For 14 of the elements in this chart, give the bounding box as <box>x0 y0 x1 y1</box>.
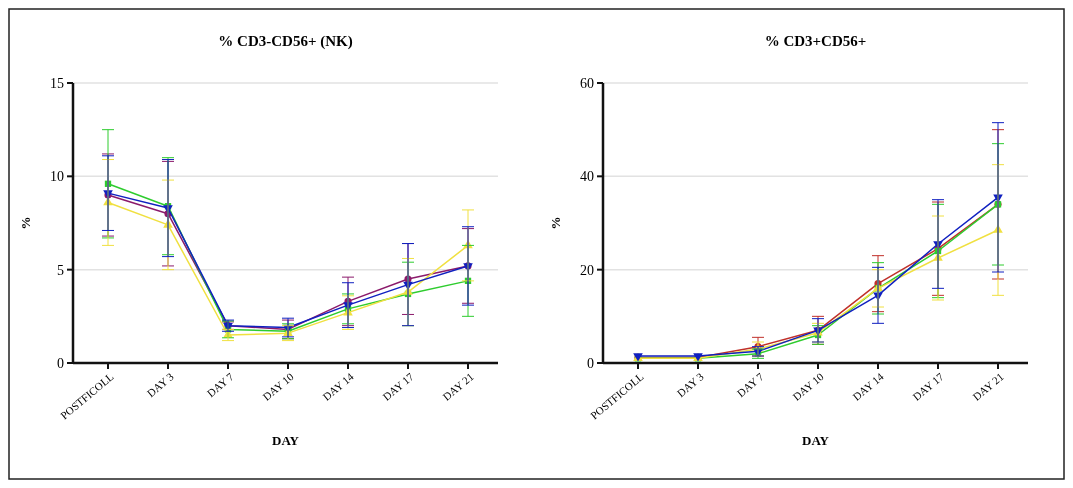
y-tick-label: 5 <box>57 262 64 278</box>
y-tick-label: 15 <box>50 75 64 91</box>
chart-title: % CD3-CD56+ (NK) <box>218 33 353 50</box>
y-tick-label: 0 <box>57 355 64 371</box>
y-tick-label: 40 <box>580 169 594 185</box>
y-tick-label: 60 <box>580 75 594 91</box>
y-tick-label: 20 <box>580 262 594 278</box>
y-tick-label: 0 <box>587 355 594 371</box>
y-axis-title: % <box>548 216 563 230</box>
y-tick-label: 10 <box>50 169 64 185</box>
x-axis-title: DAY <box>272 433 300 448</box>
x-axis-title: DAY <box>802 433 830 448</box>
y-axis-title: % <box>18 216 33 230</box>
chart-title: % CD3+CD56+ <box>764 33 867 49</box>
